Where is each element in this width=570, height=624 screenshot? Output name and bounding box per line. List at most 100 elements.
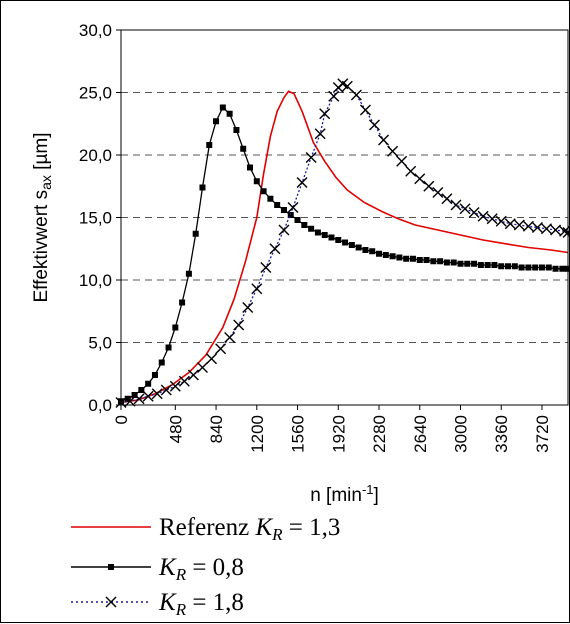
data-point	[142, 390, 154, 402]
y-tick-label: 25,0	[79, 84, 112, 103]
data-point	[486, 213, 498, 225]
data-point	[287, 212, 294, 218]
data-point	[355, 244, 362, 251]
data-point	[187, 369, 199, 381]
data-point	[491, 262, 498, 268]
series-1	[120, 90, 569, 404]
data-point	[477, 210, 489, 222]
series-layer	[115, 78, 570, 408]
x-axis-ticks: 0 480 840 1200 1560 1920 2280 2640 3000 3360 3720	[112, 405, 552, 453]
data-point	[260, 188, 267, 195]
x-tick-label: 1920	[329, 415, 348, 453]
data-point	[450, 259, 457, 266]
data-point	[504, 218, 516, 230]
data-point	[430, 258, 437, 265]
data-point	[541, 223, 552, 235]
legend-item: KR = 1,8	[71, 589, 244, 619]
data-point	[423, 180, 435, 192]
legend-label: KR = 0,8	[158, 554, 244, 584]
data-point	[314, 229, 321, 236]
x-tick-label: 840	[207, 415, 226, 443]
y-tick-label: 5,0	[88, 334, 112, 353]
legend-label: KR = 1,8	[158, 589, 244, 619]
legend-item: KR = 0,8	[71, 554, 244, 584]
data-point	[468, 207, 480, 218]
data-point	[196, 362, 208, 373]
data-point	[350, 89, 362, 101]
y-tick-label: 30,0	[79, 21, 112, 40]
data-point	[369, 248, 376, 255]
data-point	[328, 90, 340, 102]
data-point	[464, 260, 471, 267]
legend-item: Referenz KR = 1,3	[71, 514, 340, 544]
x-tick-label: 1560	[289, 415, 308, 453]
data-point	[477, 262, 484, 268]
x-tick-label: 1200	[248, 415, 267, 453]
grid-lines	[121, 92, 568, 343]
data-point	[511, 263, 518, 270]
data-point	[538, 264, 545, 271]
data-point	[192, 230, 199, 237]
data-point	[287, 202, 299, 213]
data-point	[505, 263, 512, 270]
x-axis-label: n [min-1]	[310, 482, 379, 506]
data-point	[396, 254, 403, 261]
data-point	[247, 164, 254, 171]
data-point	[105, 596, 117, 608]
data-point	[215, 343, 227, 355]
data-point	[522, 220, 534, 232]
series-line	[120, 83, 569, 404]
data-point	[294, 217, 301, 223]
x-tick-label: 480	[166, 415, 185, 443]
data-point	[219, 104, 226, 111]
data-point	[321, 232, 328, 238]
data-point	[416, 257, 423, 263]
data-point	[359, 104, 371, 116]
data-point	[199, 184, 206, 191]
data-point	[335, 237, 342, 243]
data-point	[267, 195, 274, 202]
data-point	[409, 255, 416, 262]
data-point	[226, 110, 233, 117]
y-tick-label: 0,0	[88, 396, 112, 415]
data-point	[158, 359, 165, 366]
series-line	[120, 106, 568, 402]
data-point	[387, 145, 399, 157]
data-point	[224, 332, 236, 343]
data-point	[319, 108, 331, 120]
data-point	[396, 155, 408, 167]
data-point	[169, 380, 181, 392]
data-point	[552, 265, 559, 272]
data-point	[459, 203, 471, 215]
data-point	[172, 324, 179, 331]
data-point	[260, 262, 272, 273]
data-point	[269, 243, 281, 255]
data-point	[484, 262, 491, 268]
data-point	[233, 319, 245, 331]
data-point	[301, 222, 308, 228]
data-point	[242, 302, 254, 313]
data-point	[308, 225, 315, 232]
data-point	[206, 353, 218, 365]
data-point	[280, 207, 287, 213]
data-point	[559, 265, 566, 272]
data-point	[348, 242, 355, 248]
data-point	[471, 260, 478, 267]
legend-label: Referenz KR = 1,3	[159, 514, 340, 544]
data-point	[441, 193, 453, 205]
data-point	[253, 178, 260, 185]
data-point	[206, 142, 213, 148]
y-tick-label: 20,0	[79, 146, 112, 165]
x-tick-label: 3000	[451, 415, 470, 453]
x-tick-label: 0	[112, 415, 131, 424]
data-point	[368, 119, 380, 131]
y-tick-label: 15,0	[79, 209, 112, 228]
data-point	[145, 380, 152, 387]
legend: Referenz KR = 1,3 KR = 0,8 KR = 1,8	[71, 514, 340, 619]
data-point	[389, 253, 396, 260]
data-point	[165, 344, 172, 351]
x-tick-label: 2280	[370, 415, 389, 453]
data-point	[531, 222, 543, 233]
